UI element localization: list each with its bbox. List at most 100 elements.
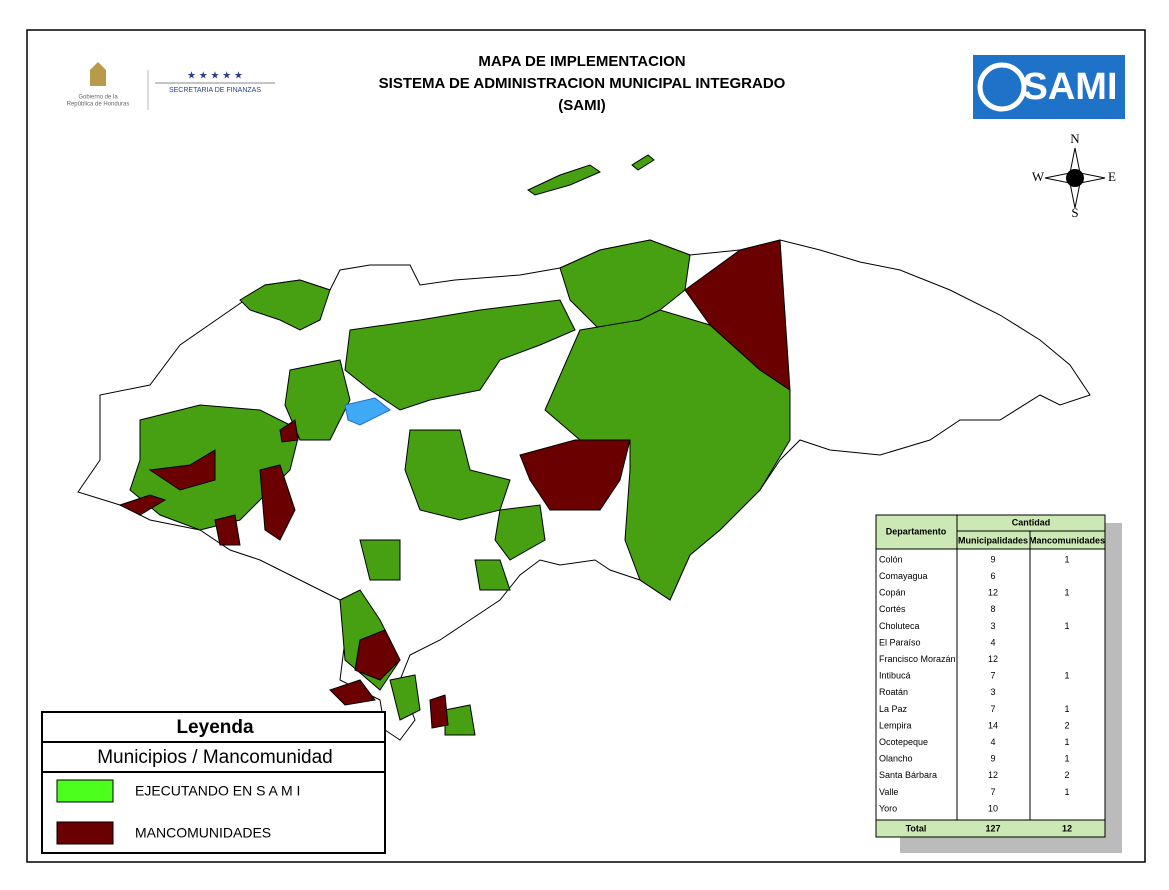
department: La Paz (879, 704, 908, 714)
municipality-green (474, 559, 511, 591)
table-head (875, 514, 1106, 550)
municipalidades: 3 (990, 621, 995, 631)
legend-label: MANCOMUNIDADES (135, 825, 271, 841)
total-row (875, 819, 1106, 838)
mancomunidades: 2 (1064, 720, 1069, 730)
department: Choluteca (879, 621, 920, 631)
mancomunidad (259, 464, 296, 541)
legend-title: Leyenda (176, 717, 254, 738)
department: Comayagua (879, 571, 928, 581)
title-line: SISTEMA DE ADMINISTRACION MUNICIPAL INTE… (379, 75, 786, 92)
department: El Paraíso (879, 637, 921, 647)
municipalidades: 10 (988, 803, 998, 813)
ministry: SECRETARIA DE FINANZAS (169, 87, 261, 94)
mancomunidades: 2 (1064, 770, 1069, 780)
compass-w: W (1032, 169, 1045, 184)
municipality-green (494, 504, 546, 561)
municipalidades: 9 (990, 754, 995, 764)
table-header: Departamento (886, 526, 947, 536)
sami-logo: SAMI (973, 55, 1125, 119)
island (527, 164, 602, 196)
compass-e: E (1108, 169, 1116, 184)
municipalidades: 14 (988, 720, 998, 730)
gov-logo: Gobierno de la República de Honduras ★ ★… (67, 62, 275, 110)
municipality-green (344, 299, 576, 411)
municipality-green (359, 539, 401, 581)
mancomunidades: 1 (1064, 554, 1069, 564)
department: Ocotepeque (879, 737, 928, 747)
department: Roatán (879, 687, 908, 697)
municipalidades: 12 (988, 588, 998, 598)
municipality-green (239, 279, 331, 331)
logo-text: SAMI (1023, 66, 1118, 108)
municipalidades: 4 (990, 637, 995, 647)
department: Cortés (879, 604, 906, 614)
logo-ring (977, 62, 1027, 112)
lake (344, 397, 391, 426)
municipalidades: 8 (990, 604, 995, 614)
municipalidades: 7 (990, 704, 995, 714)
rose-center (1066, 169, 1084, 187)
compass-n: N (1070, 131, 1080, 146)
mancomunidades: 1 (1064, 787, 1069, 797)
compass-s: S (1071, 205, 1078, 220)
municipalidades: 3 (990, 687, 995, 697)
map (77, 154, 1091, 741)
mancomunidades: 1 (1064, 588, 1069, 598)
legend-label: EJECUTANDO EN S A M I (135, 783, 300, 799)
table-box (875, 514, 1106, 838)
municipalidades: 12 (988, 654, 998, 664)
table: Departamento Cantidad Municipalidades Ma… (875, 514, 1106, 838)
mancomunidad (214, 514, 241, 546)
legend-swatch (56, 821, 114, 845)
total-mancomunidades: 12 (1062, 823, 1072, 833)
crest (90, 62, 106, 86)
department: Yoro (879, 803, 897, 813)
department: Santa Bárbara (879, 770, 937, 780)
municipality-green (559, 239, 691, 331)
mancomunidad (684, 239, 791, 391)
mancomunidad (118, 494, 167, 516)
municipalidades: 12 (988, 770, 998, 780)
mancomunidades: 1 (1064, 621, 1069, 631)
gov-text: República de Honduras (67, 102, 130, 108)
gov-text: Gobierno de la (78, 95, 118, 101)
legend-swatch (56, 779, 114, 803)
compass: N S E W (1032, 131, 1116, 220)
mancomunidad (279, 419, 299, 443)
mancomunidades: 1 (1064, 671, 1069, 681)
mancomunidades: 1 (1064, 754, 1069, 764)
mancomunidad (329, 679, 376, 706)
total-municipalidades: 127 (985, 823, 1000, 833)
total-label: Total (906, 823, 927, 833)
municipality-green (284, 359, 351, 441)
table-group: Cantidad (1012, 517, 1051, 527)
title-line: MAPA DE IMPLEMENTACION (478, 53, 685, 70)
mancomunidades: 1 (1064, 737, 1069, 747)
stars: ★ ★ ★ ★ ★ (187, 71, 243, 82)
department: Copán (879, 588, 906, 598)
mancomunidad (519, 439, 631, 511)
legend-subtitle: Municipios / Mancomunidad (97, 747, 333, 768)
mancomunidad (148, 449, 216, 491)
department: Intibucá (879, 671, 911, 681)
municipalidades: 7 (990, 671, 995, 681)
municipalidades: 7 (990, 787, 995, 797)
department: Olancho (879, 754, 913, 764)
table-column: Municipalidades (958, 535, 1028, 545)
mancomunidad (429, 694, 449, 729)
municipalidades: 4 (990, 737, 995, 747)
mancomunidad (354, 629, 401, 681)
municipalidades: 6 (990, 571, 995, 581)
department: Valle (879, 787, 898, 797)
municipality-green (389, 674, 421, 721)
municipality-green (444, 704, 476, 736)
mancomunidades: 1 (1064, 704, 1069, 714)
department: Francisco Morazán (879, 654, 956, 664)
title-line: (SAMI) (558, 97, 606, 114)
department: Lempira (879, 720, 912, 730)
municipalidades: 9 (990, 554, 995, 564)
department: Colón (879, 554, 903, 564)
island (631, 154, 655, 171)
